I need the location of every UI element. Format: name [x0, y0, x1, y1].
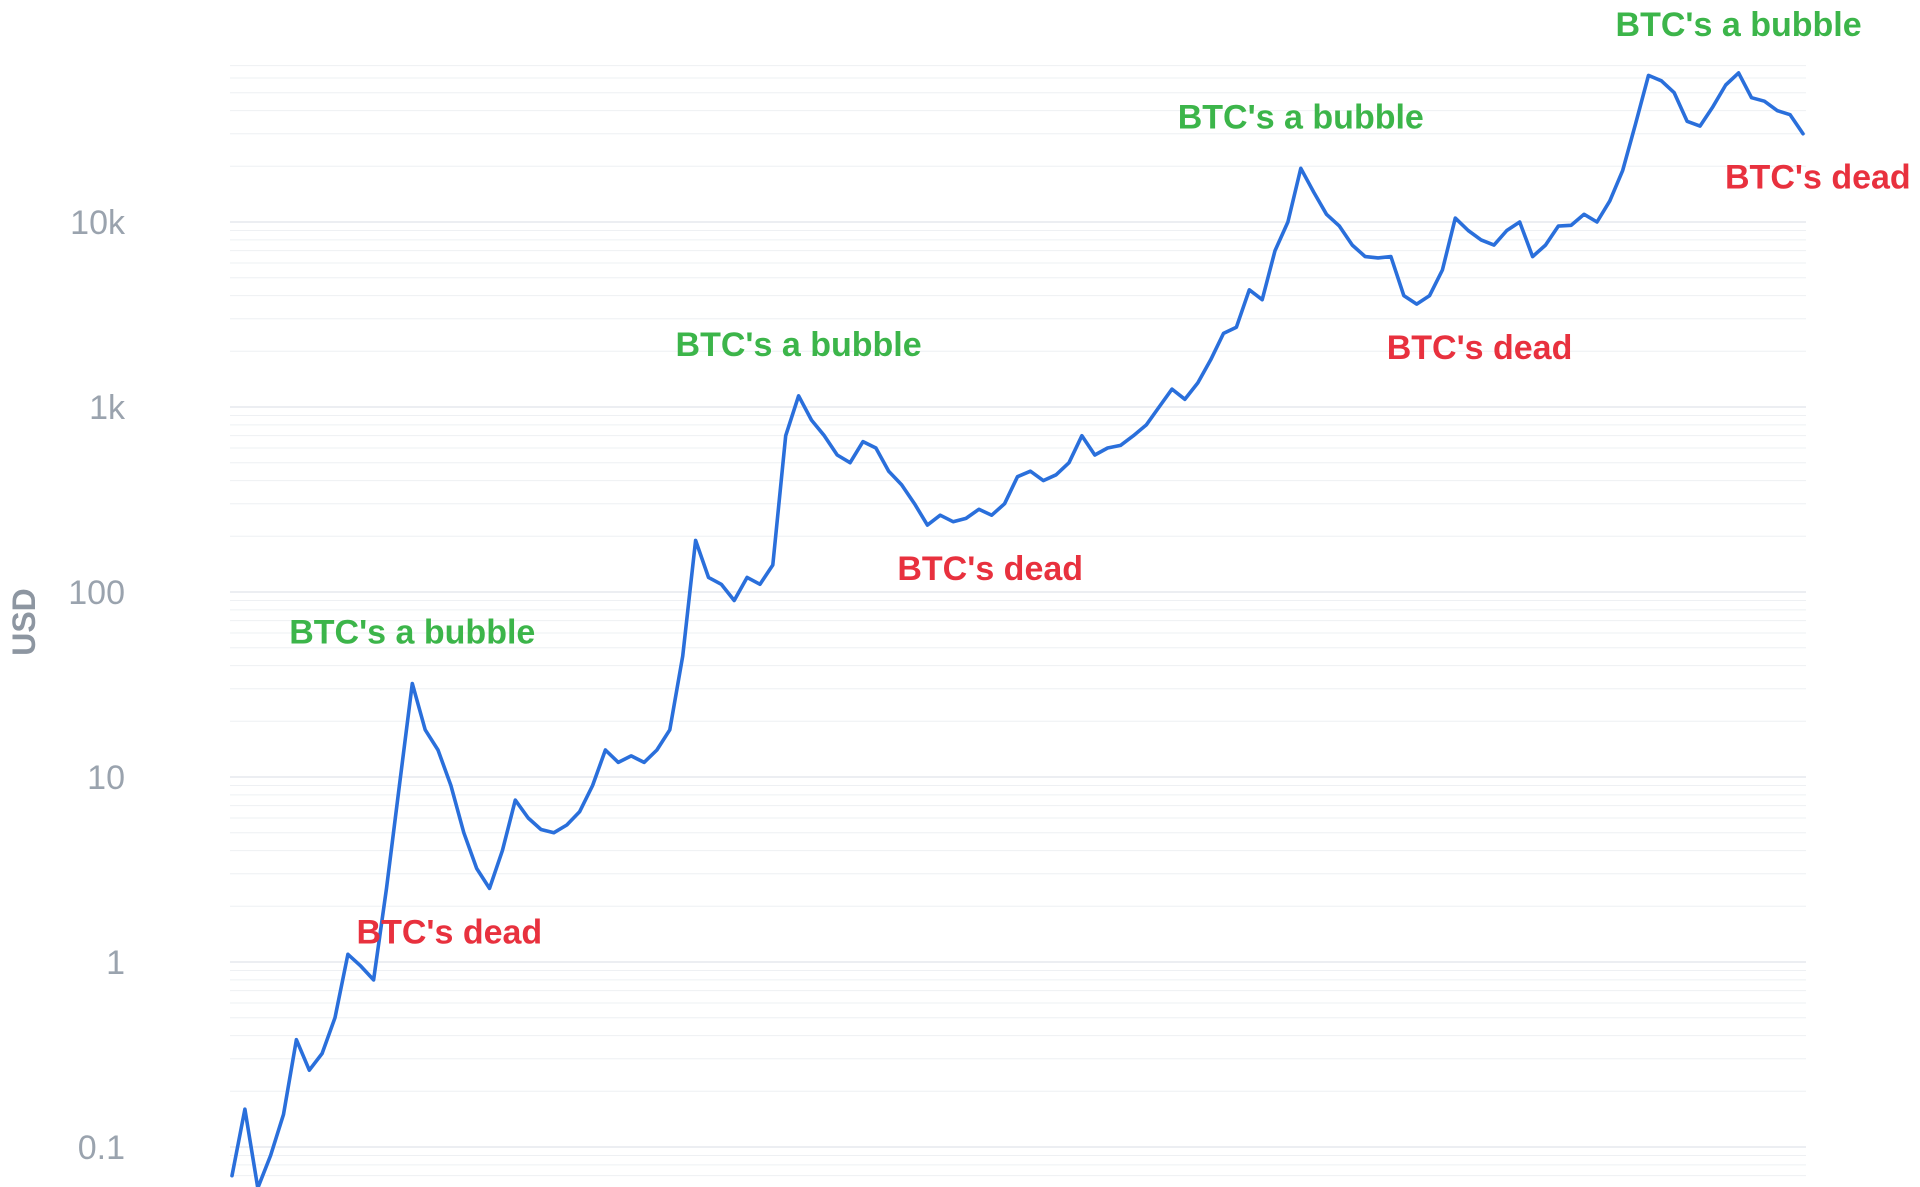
- annotation-label: BTC's dead: [357, 913, 543, 951]
- annotations: BTC's a bubble BTC's dead BTC's a bubble BT…: [289, 6, 1910, 951]
- y-tick-label: 100: [68, 574, 125, 612]
- y-tick-label: 10k: [70, 204, 126, 242]
- annotation-label: BTC's a bubble: [1616, 6, 1862, 44]
- annotation-label: BTC's dead: [897, 550, 1083, 588]
- y-axis-label: USD: [6, 588, 42, 656]
- annotation-label: BTC's dead: [1387, 329, 1573, 367]
- annotation-label: BTC's a bubble: [289, 614, 535, 652]
- y-axis-ticks: 0.1 1 10 100 1k 10k: [68, 204, 126, 1167]
- annotation-label: BTC's dead: [1725, 159, 1911, 197]
- price-line: [230, 71, 1805, 1187]
- annotation-label: BTC's a bubble: [676, 326, 922, 364]
- y-tick-label: 0.1: [78, 1129, 125, 1167]
- price-series: [230, 71, 1805, 1187]
- y-tick-label: 1: [106, 944, 125, 982]
- annotation-label: BTC's a bubble: [1178, 98, 1424, 136]
- y-tick-label: 10: [87, 759, 125, 797]
- grid-lines: [230, 65, 1806, 1177]
- y-tick-label: 1k: [89, 389, 126, 427]
